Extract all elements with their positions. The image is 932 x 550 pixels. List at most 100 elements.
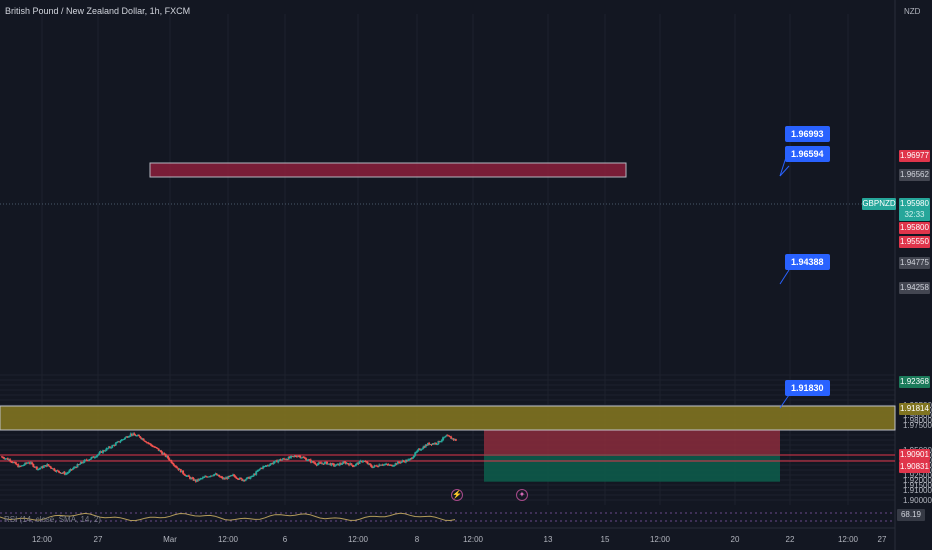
lightning-icon[interactable]: ⚡ xyxy=(451,489,463,501)
candle-body xyxy=(309,459,312,463)
candle-body xyxy=(161,452,164,455)
candle-body xyxy=(334,465,337,467)
candle-body xyxy=(222,478,225,480)
candle-body xyxy=(351,464,354,467)
candle-body xyxy=(28,462,31,464)
candle-body xyxy=(5,458,8,460)
candle-body xyxy=(273,460,276,463)
candle-body xyxy=(206,476,209,478)
candle-body xyxy=(191,477,194,479)
price-callout[interactable]: 1.94388 xyxy=(785,254,830,270)
candle-body xyxy=(189,476,192,479)
candle-body xyxy=(131,433,133,436)
price-axis-label: 1.95800 xyxy=(899,222,930,234)
candle-body xyxy=(370,464,373,467)
price-callout[interactable]: 1.96993 xyxy=(785,126,830,142)
candle-body xyxy=(140,437,143,439)
candle-body xyxy=(137,435,140,437)
candle-body xyxy=(221,477,224,479)
candle-body xyxy=(242,479,245,481)
candle-body xyxy=(220,476,223,478)
candle-body xyxy=(278,459,281,461)
candle-body xyxy=(34,466,37,468)
x-tick-label: 12:00 xyxy=(838,535,859,544)
candle-body xyxy=(237,478,240,480)
candle-body xyxy=(386,463,389,465)
candle-body xyxy=(101,450,104,453)
candle-body xyxy=(430,444,433,446)
candle-body xyxy=(194,479,197,482)
candle-body xyxy=(326,461,328,465)
candle-body xyxy=(209,475,212,477)
candle-body xyxy=(403,461,406,463)
candle-body xyxy=(348,463,351,466)
candle-body xyxy=(46,464,49,467)
rsi-label[interactable]: RSI (14, close, SMA, 14, 2) xyxy=(4,515,101,524)
candle-body xyxy=(437,440,440,445)
candle-body xyxy=(156,447,159,449)
candle-body xyxy=(250,475,253,478)
candle-body xyxy=(119,441,122,443)
candle-body xyxy=(184,474,187,477)
candle-body xyxy=(365,461,368,463)
candle-body xyxy=(416,450,419,452)
candle-body xyxy=(150,444,153,447)
price-axis-label: 1.94258 xyxy=(899,282,930,294)
candle-body xyxy=(163,453,166,455)
price-callout[interactable]: 1.96594 xyxy=(785,146,830,162)
candle-body xyxy=(407,459,410,462)
candle-body xyxy=(444,436,447,438)
candle-body xyxy=(244,479,247,481)
candle-body xyxy=(226,477,229,479)
candle-body xyxy=(126,436,129,438)
candle-body xyxy=(169,460,172,462)
candle-body xyxy=(446,435,449,437)
candle-body xyxy=(382,464,385,466)
candle-body xyxy=(162,453,165,455)
price-callout[interactable]: 1.91830 xyxy=(785,380,830,396)
candle-body xyxy=(135,435,138,437)
supply-zone xyxy=(149,162,627,178)
candle-body xyxy=(335,464,338,466)
candle-body xyxy=(108,446,111,448)
candle-body xyxy=(66,473,68,475)
candle-body xyxy=(193,479,196,481)
y-tick-label: 1.97500 xyxy=(903,421,932,430)
candle-body xyxy=(115,442,118,444)
candle-body xyxy=(179,469,182,473)
y-tick-label: 1.92000 xyxy=(903,476,932,485)
candle-body xyxy=(261,467,263,469)
y-tick-label: 1.98500 xyxy=(903,411,932,420)
candle-body xyxy=(154,447,157,449)
candle-body xyxy=(186,475,189,477)
candle-body xyxy=(305,458,308,461)
candle-body xyxy=(283,458,286,460)
candle-body xyxy=(396,461,399,465)
candle-body xyxy=(39,468,42,470)
flag-icon[interactable]: ✦ xyxy=(516,489,528,501)
candle-body xyxy=(306,460,309,462)
candle-body xyxy=(422,446,425,449)
candle-body xyxy=(234,476,237,478)
candle-body xyxy=(410,458,413,460)
candle-body xyxy=(76,464,79,468)
symbol-label: GBPNZD xyxy=(862,198,896,210)
candle-body xyxy=(110,447,113,449)
candle-body xyxy=(394,463,397,466)
y-tick-label: 1.90000 xyxy=(903,496,932,505)
candle-body xyxy=(164,453,167,457)
candle-body xyxy=(341,463,344,465)
candle-body xyxy=(27,462,30,464)
candle-body xyxy=(204,476,207,478)
candle-body xyxy=(345,463,348,465)
candle-body xyxy=(62,472,65,474)
candle-body xyxy=(215,473,218,476)
candle-body xyxy=(61,472,64,474)
candle-body xyxy=(160,450,163,453)
candle-body xyxy=(435,442,438,445)
candle-body xyxy=(170,460,173,463)
candle-body xyxy=(432,443,435,445)
candle-body xyxy=(395,463,398,465)
candle-body xyxy=(299,455,302,458)
